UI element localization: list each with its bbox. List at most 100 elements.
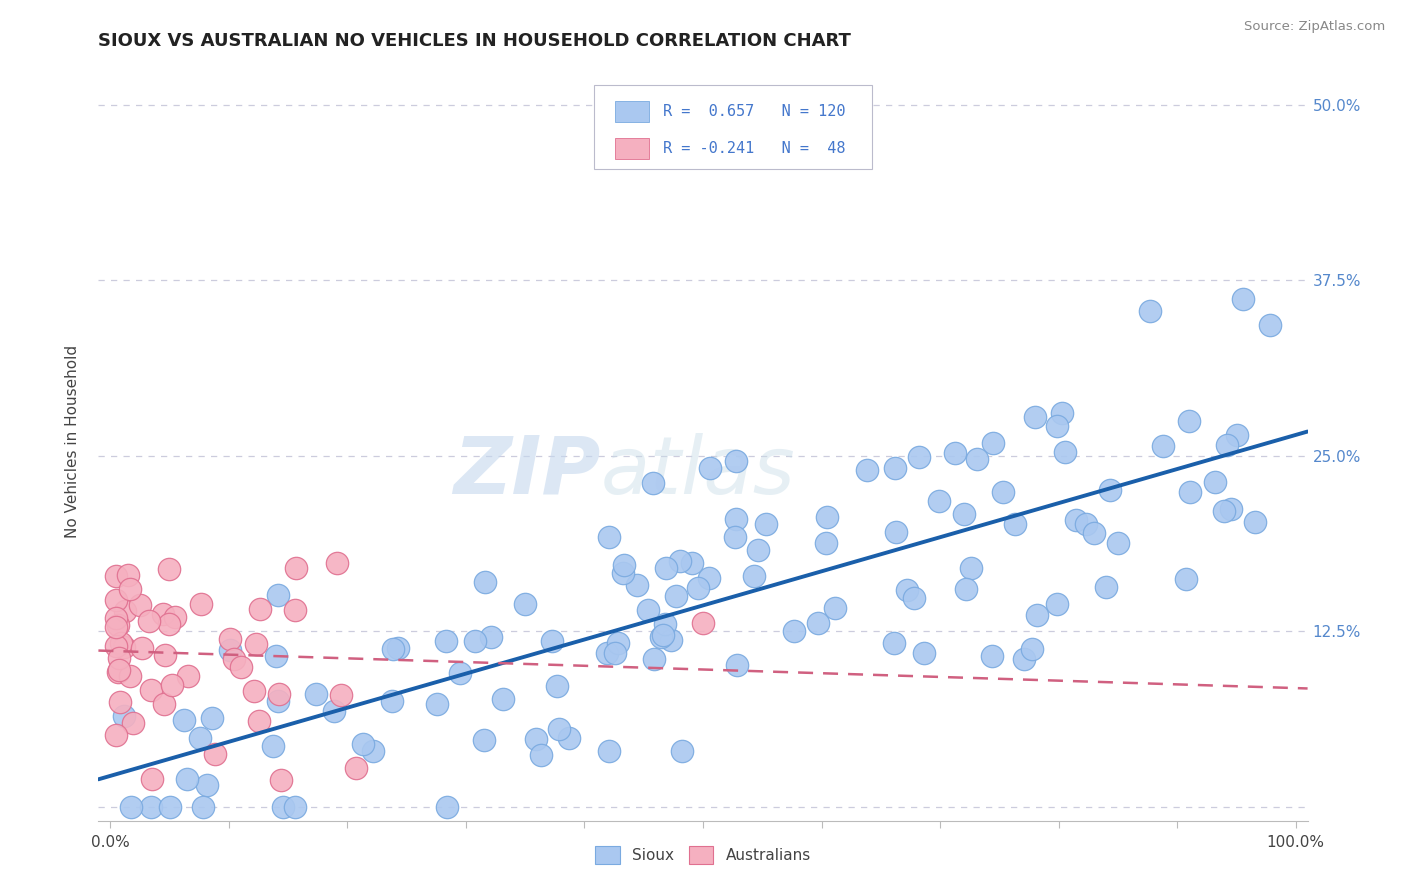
- Point: [361, 744, 384, 758]
- Point: [434, 633, 457, 648]
- Point: [524, 731, 547, 746]
- Point: [105, 610, 128, 624]
- Point: [108, 651, 131, 665]
- Text: SIOUX VS AUSTRALIAN NO VEHICLES IN HOUSEHOLD CORRELATION CHART: SIOUX VS AUSTRALIAN NO VEHICLES IN HOUSE…: [98, 32, 851, 50]
- Point: [815, 536, 838, 550]
- Point: [105, 620, 128, 634]
- Point: [966, 452, 988, 467]
- Point: [267, 694, 290, 708]
- Point: [449, 666, 471, 681]
- Point: [474, 574, 496, 589]
- Point: [247, 714, 270, 728]
- Point: [546, 679, 568, 693]
- Point: [262, 739, 284, 753]
- Point: [815, 510, 838, 524]
- Point: [641, 475, 664, 490]
- Point: [464, 633, 486, 648]
- Point: [1026, 608, 1049, 623]
- Point: [305, 687, 328, 701]
- Point: [654, 617, 676, 632]
- Point: [1083, 525, 1105, 540]
- Point: [381, 694, 404, 708]
- Point: [108, 695, 131, 709]
- Point: [153, 697, 176, 711]
- Point: [1021, 641, 1043, 656]
- Point: [193, 799, 215, 814]
- Point: [105, 593, 128, 607]
- Point: [1216, 438, 1239, 452]
- Point: [352, 737, 374, 751]
- Point: [474, 733, 496, 747]
- Point: [188, 731, 211, 745]
- Point: [699, 461, 721, 475]
- Point: [807, 615, 830, 630]
- Point: [884, 460, 907, 475]
- Point: [612, 566, 634, 580]
- Point: [190, 597, 212, 611]
- Point: [330, 688, 353, 702]
- Point: [141, 799, 163, 814]
- Point: [606, 636, 628, 650]
- Text: R =  0.657   N = 120: R = 0.657 N = 120: [664, 104, 845, 120]
- Point: [107, 617, 129, 632]
- Point: [1107, 536, 1129, 550]
- Point: [177, 669, 200, 683]
- Point: [157, 562, 180, 576]
- Point: [229, 660, 252, 674]
- Point: [912, 646, 935, 660]
- Point: [637, 603, 659, 617]
- Point: [665, 589, 688, 603]
- Point: [266, 588, 288, 602]
- Point: [1178, 485, 1201, 500]
- Point: [953, 508, 976, 522]
- Point: [218, 632, 240, 646]
- Point: [558, 731, 581, 745]
- Point: [224, 651, 246, 665]
- Point: [117, 567, 139, 582]
- Point: [605, 647, 627, 661]
- Point: [284, 603, 307, 617]
- Point: [725, 511, 748, 525]
- Point: [1243, 516, 1265, 530]
- Point: [671, 743, 693, 757]
- Point: [267, 687, 290, 701]
- Point: [271, 799, 294, 814]
- Point: [264, 648, 287, 663]
- Point: [243, 683, 266, 698]
- Text: ZIP: ZIP: [453, 433, 600, 511]
- Point: [896, 583, 918, 598]
- Point: [105, 640, 128, 654]
- Point: [344, 761, 367, 775]
- Point: [105, 728, 128, 742]
- Point: [173, 713, 195, 727]
- Point: [688, 581, 710, 595]
- Point: [1152, 438, 1174, 452]
- Point: [724, 530, 747, 544]
- Point: [883, 635, 905, 649]
- Point: [697, 571, 720, 585]
- Point: [669, 553, 692, 567]
- Point: [326, 557, 349, 571]
- Point: [1074, 516, 1097, 531]
- Point: [120, 799, 142, 814]
- Point: [152, 607, 174, 622]
- Point: [540, 634, 562, 648]
- Point: [596, 646, 619, 660]
- Point: [1258, 318, 1281, 332]
- Point: [1220, 502, 1243, 516]
- Point: [112, 640, 135, 655]
- Point: [613, 558, 636, 573]
- Point: [724, 454, 747, 468]
- Point: [960, 560, 983, 574]
- Point: [824, 601, 846, 615]
- Point: [530, 747, 553, 762]
- Point: [1046, 597, 1069, 611]
- Point: [598, 744, 620, 758]
- Y-axis label: No Vehicles in Household: No Vehicles in Household: [65, 345, 80, 538]
- Point: [1012, 651, 1035, 665]
- Point: [1050, 406, 1073, 420]
- Point: [855, 463, 877, 477]
- Point: [643, 651, 665, 665]
- Point: [157, 617, 180, 632]
- Point: [121, 715, 143, 730]
